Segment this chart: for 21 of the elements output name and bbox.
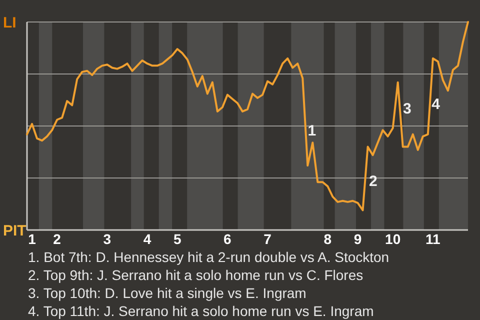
text: LI [3, 14, 16, 32]
x-tick-label: 9 [354, 231, 362, 247]
x-tick-label: 8 [324, 231, 332, 247]
x-tick-label: 4 [143, 231, 152, 247]
x-tick-label: 2 [53, 231, 62, 247]
text: 1. Bot 7th: D. Hennessey hit a 2-run double vs A. Stockton [28, 249, 390, 265]
text: 3. Top 10th: D. Love hit a single vs E. Ingram [28, 285, 306, 301]
annotation: 2 [369, 173, 378, 190]
annotation: 1 [308, 122, 316, 140]
text: PIT [3, 222, 26, 240]
x-tick-label: 10 [385, 231, 401, 247]
x-tick-label: 7 [264, 231, 272, 247]
text: 2. Top 9th: J. Serrano hit a solo home run vs C. Flores [28, 267, 364, 283]
annotation: 4 [432, 96, 441, 114]
x-tick-label: 3 [103, 231, 112, 247]
annotation: 3 [402, 100, 412, 118]
x-tick-label: 6 [224, 231, 232, 247]
text: 4. Top 11th: J. Serrano hit a solo home run vs E. Ingram [28, 303, 374, 319]
x-tick-label: 1 [28, 231, 36, 247]
x-tick-label: 5 [173, 231, 182, 247]
x-tick-label: 11 [426, 231, 441, 247]
